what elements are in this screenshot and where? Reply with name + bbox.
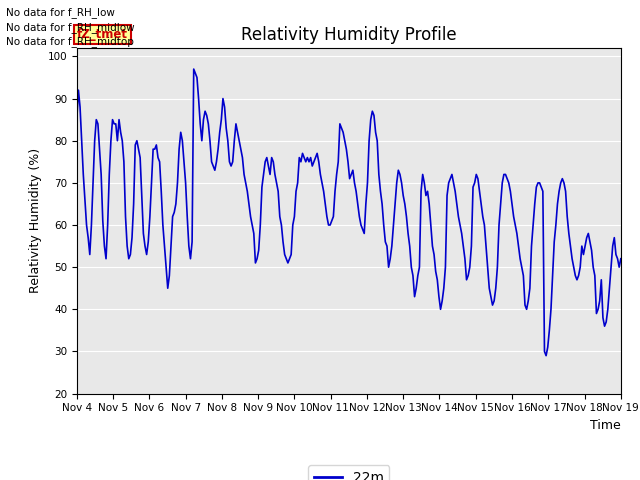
Title: Relativity Humidity Profile: Relativity Humidity Profile bbox=[241, 25, 456, 44]
Text: No data for f_RH_midlow: No data for f_RH_midlow bbox=[6, 22, 135, 33]
Text: No data for f_RH_midtop: No data for f_RH_midtop bbox=[6, 36, 134, 47]
X-axis label: Time: Time bbox=[590, 419, 621, 432]
Text: No data for f_RH_low: No data for f_RH_low bbox=[6, 7, 115, 18]
Text: fZ_tmet: fZ_tmet bbox=[77, 28, 128, 41]
Y-axis label: Relativity Humidity (%): Relativity Humidity (%) bbox=[29, 148, 42, 293]
Legend: 22m: 22m bbox=[308, 465, 389, 480]
